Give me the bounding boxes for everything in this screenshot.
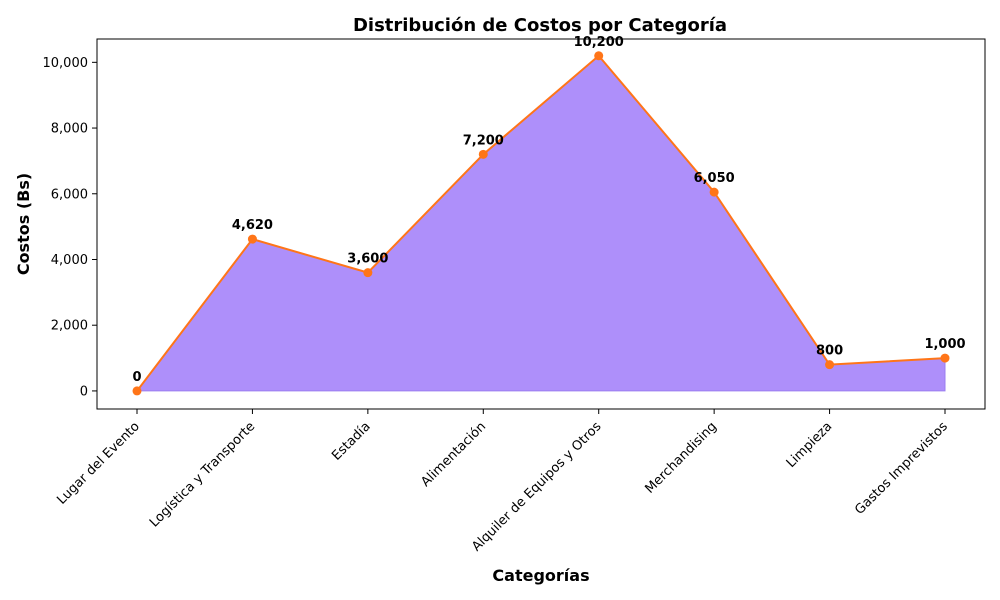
plot-frame (96, 38, 986, 410)
y-axis: 0 2,000 4,000 6,000 8,000 10,000 (43, 56, 97, 399)
data-label: 3,600 (347, 252, 388, 267)
y-tick-label: 4,000 (51, 253, 88, 268)
y-axis-label: Costos (Bs) (14, 173, 33, 275)
data-point (825, 360, 835, 370)
x-axis-label: Categorías (492, 566, 589, 585)
data-point (247, 234, 257, 244)
data-point (132, 386, 142, 396)
data-label: 1,000 (924, 337, 965, 352)
y-tick-label: 10,000 (43, 56, 89, 71)
y-tick-label: 0 (80, 384, 88, 399)
y-tick-label: 8,000 (51, 122, 88, 137)
data-point (940, 353, 950, 363)
data-label: 4,620 (232, 218, 273, 233)
x-tick-label: Lugar del Evento (54, 419, 143, 508)
x-tick-label: Merchandising (642, 419, 720, 497)
x-tick-label: Estadía (329, 419, 373, 463)
y-tick-label: 2,000 (51, 319, 88, 334)
x-tick-label: Logística y Transporte (147, 419, 258, 530)
x-tick-label: Gastos Imprevistos (852, 419, 951, 518)
data-point (594, 51, 604, 61)
data-point (709, 187, 719, 197)
series-line (136, 54, 946, 392)
data-label: 7,200 (463, 133, 504, 148)
y-tick-label: 6,000 (51, 187, 88, 202)
x-tick-label: Limpieza (784, 419, 836, 471)
data-label: 10,200 (574, 35, 624, 50)
plot-area: 0 4,620 3,600 7,200 10,200 6,050 800 1,000 (132, 35, 966, 396)
x-tick-label: Alquiler de Equipos y Otros (469, 419, 605, 555)
data-point (363, 268, 373, 278)
data-point (478, 149, 488, 159)
data-label: 800 (816, 344, 843, 359)
data-label: 6,050 (694, 171, 735, 186)
x-axis: Lugar del Evento Logística y Transporte Es… (54, 409, 951, 555)
x-tick-label: Alimentación (418, 419, 489, 490)
chart-title: Distribución de Costos por Categoría (353, 15, 727, 36)
data-label: 0 (132, 370, 141, 385)
